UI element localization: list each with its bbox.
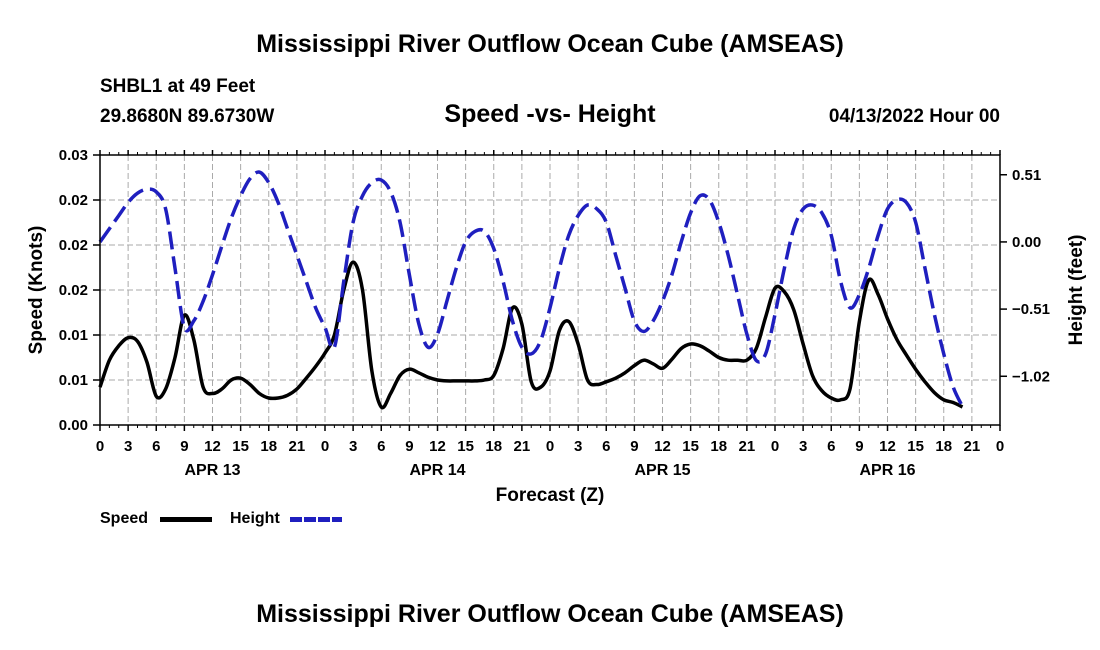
x-tick-label: 3: [124, 438, 132, 455]
y-tick-label: 0.02: [59, 192, 88, 209]
legend-speed-swatch: [160, 517, 212, 522]
x-tick-label: 9: [855, 438, 863, 455]
footer-title: Mississippi River Outflow Ocean Cube (AM…: [256, 600, 844, 628]
x-axis-label: Forecast (Z): [496, 485, 605, 506]
forecast-timestamp: 04/13/2022 Hour 00: [828, 106, 1000, 127]
x-tick-label: 6: [377, 438, 385, 455]
station-name: SHBL1 at 49 Feet: [100, 76, 256, 97]
y-tick-label: 0.01: [59, 327, 88, 344]
y2-tick-label: 0.00: [1012, 234, 1041, 251]
day-label: APR 15: [634, 462, 690, 479]
x-tick-label: 6: [152, 438, 160, 455]
x-tick-label: 9: [630, 438, 638, 455]
chart-title: Speed -vs- Height: [444, 100, 656, 128]
y-tick-label: 0.03: [59, 147, 88, 164]
x-tick-label: 18: [485, 438, 502, 455]
x-tick-label: 21: [964, 438, 981, 455]
y2-tick-label: 0.51: [1012, 167, 1041, 184]
x-tick-label: 18: [935, 438, 952, 455]
series-lines: [98, 170, 965, 410]
y2-axis-label: Height (feet): [1066, 235, 1087, 346]
x-tick-label: 6: [602, 438, 610, 455]
y-tick-label: 0.01: [59, 372, 88, 389]
x-tick-label: 0: [96, 438, 104, 455]
x-tick-label: 12: [429, 438, 446, 455]
legend-height-swatch: [290, 517, 342, 522]
x-tick-label: 12: [879, 438, 896, 455]
x-tick-label: 18: [260, 438, 277, 455]
day-label: APR 13: [184, 462, 240, 479]
x-tick-label: 9: [405, 438, 413, 455]
legend-speed-label: Speed: [100, 510, 149, 527]
x-tick-label: 21: [739, 438, 756, 455]
x-tick-label: 15: [907, 438, 924, 455]
day-label: APR 16: [859, 462, 915, 479]
x-tick-label: 21: [514, 438, 531, 455]
y-tick-label: 0.02: [59, 282, 88, 299]
height-series-line: [98, 170, 965, 408]
x-tick-label: 15: [457, 438, 474, 455]
y2-tick-label: −1.02: [1012, 368, 1050, 385]
x-tick-label: 3: [349, 438, 357, 455]
y-tick-label: 0.00: [59, 417, 88, 434]
x-tick-label: 3: [799, 438, 807, 455]
x-tick-label: 0: [546, 438, 554, 455]
legend-height-label: Height: [230, 510, 280, 527]
axes: 0 3 6 9 12 15 18 21 0 3 6 9 12 15 18 21 0 3 6 9 12 15 18 21 0 3 6 9…: [26, 147, 1087, 506]
x-tick-label: 15: [232, 438, 249, 455]
x-tick-label: 12: [204, 438, 221, 455]
y-tick-label: 0.02: [59, 237, 88, 254]
day-label: APR 14: [409, 462, 465, 479]
y-axis-label: Speed (Knots): [26, 226, 47, 355]
x-tick-label: 15: [682, 438, 699, 455]
x-tick-label: 0: [771, 438, 779, 455]
station-coords: 29.8680N 89.6730W: [100, 106, 275, 127]
x-tick-label: 0: [996, 438, 1004, 455]
main-title: Mississippi River Outflow Ocean Cube (AM…: [256, 30, 844, 58]
x-tick-label: 12: [654, 438, 671, 455]
x-tick-label: 18: [710, 438, 727, 455]
y2-tick-label: −0.51: [1012, 301, 1050, 318]
x-tick-label: 3: [574, 438, 582, 455]
speed-series-line: [98, 260, 964, 410]
x-tick-label: 9: [180, 438, 188, 455]
x-tick-label: 21: [289, 438, 306, 455]
x-tick-label: 6: [827, 438, 835, 455]
x-tick-label: 0: [321, 438, 329, 455]
